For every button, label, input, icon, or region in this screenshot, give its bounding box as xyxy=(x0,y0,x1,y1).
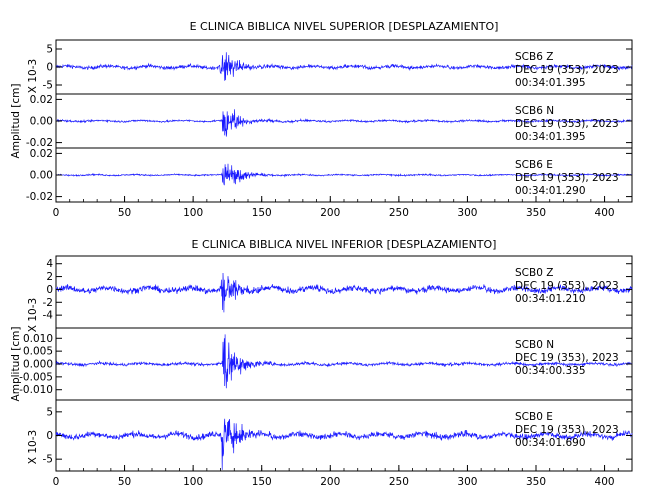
y-tick-label: 0.00 xyxy=(30,116,53,128)
station-label: SCB6 N xyxy=(515,105,554,117)
x-tick-label: 250 xyxy=(389,207,409,219)
time-label: 00:34:01.690 xyxy=(515,437,586,449)
time-label: 00:34:01.395 xyxy=(515,131,586,143)
y-axis-label: Amplitud [cm] xyxy=(10,327,22,402)
x-tick-label: 100 xyxy=(183,207,203,219)
y-ticks: 5 0 -5 xyxy=(43,44,632,92)
y-tick-label: -2 xyxy=(43,297,53,309)
waveform-line xyxy=(55,52,633,81)
time-label: 00:34:01.290 xyxy=(515,185,586,197)
station-label: SCB0 Z xyxy=(515,267,553,279)
x-tick-label: 200 xyxy=(320,476,340,488)
y-axis-label: Amplitud [cm] xyxy=(10,84,22,159)
waveform-line xyxy=(55,109,632,137)
station-label: SCB0 E xyxy=(515,411,553,423)
y-tick-label: 4 xyxy=(46,258,53,270)
station-label: SCB6 Z xyxy=(515,51,553,63)
x-tick-label: 50 xyxy=(118,207,131,219)
x-tick-label: 100 xyxy=(183,476,203,488)
x-tick-label: 50 xyxy=(118,476,131,488)
date-label: DEC 19 (353), 2023 xyxy=(515,424,619,436)
y-tick-label: 0.005 xyxy=(23,346,53,358)
scale-label: X 10-3 xyxy=(27,430,39,464)
time-label: 00:34:01.395 xyxy=(515,77,586,89)
chart-group-2: E CLINICA BIBLICA NIVEL INFERIOR [DESPLA… xyxy=(10,238,633,488)
x-tick-label: 0 xyxy=(53,476,60,488)
y-tick-label: -0.005 xyxy=(19,371,53,383)
y-tick-label: 0 xyxy=(46,284,53,296)
y-tick-label: -5 xyxy=(43,454,53,466)
x-tick-label: 300 xyxy=(457,476,477,488)
x-tick-label: 300 xyxy=(457,207,477,219)
x-tick-label: 150 xyxy=(252,207,272,219)
x-axis: 0 50 100 150 200 250 300 350 400 xyxy=(53,196,633,219)
chart-title: E CLINICA BIBLICA NIVEL INFERIOR [DESPLA… xyxy=(192,238,497,251)
waveform-line xyxy=(55,163,633,186)
y-tick-label: 0.02 xyxy=(30,148,53,160)
chart-title: E CLINICA BIBLICA NIVEL SUPERIOR [DESPLA… xyxy=(190,20,499,33)
scale-label: X 10-3 xyxy=(27,298,39,332)
date-label: DEC 19 (353), 2023 xyxy=(515,280,619,292)
time-label: 00:34:01.210 xyxy=(515,293,586,305)
x-tick-label: 200 xyxy=(320,207,340,219)
y-tick-label: 5 xyxy=(46,406,53,418)
y-ticks: 0.02 0.00 -0.02 xyxy=(26,148,632,203)
y-tick-label: 0.02 xyxy=(30,94,53,106)
y-ticks: 5 0 -5 xyxy=(43,406,632,466)
x-axis: 0 50 100 150 200 250 300 350 400 xyxy=(53,465,633,488)
x-tick-label: 150 xyxy=(252,476,272,488)
waveform-line xyxy=(55,334,633,389)
y-tick-label: -5 xyxy=(43,80,53,92)
y-tick-label: 0.000 xyxy=(23,359,53,371)
y-tick-label: -0.02 xyxy=(26,137,53,149)
chart-group-1: E CLINICA BIBLICA NIVEL SUPERIOR [DESPLA… xyxy=(10,20,633,219)
x-tick-label: 250 xyxy=(389,476,409,488)
station-label: SCB6 E xyxy=(515,159,553,171)
waveform-line xyxy=(55,418,633,470)
x-tick-label: 350 xyxy=(526,476,546,488)
y-tick-label: 0.010 xyxy=(23,333,53,345)
date-label: DEC 19 (353), 2023 xyxy=(515,64,619,76)
y-tick-label: 0 xyxy=(46,62,53,74)
station-label: SCB0 N xyxy=(515,339,554,351)
y-ticks: 0.02 0.00 -0.02 xyxy=(26,94,632,149)
y-tick-label: 0 xyxy=(46,430,53,442)
y-tick-label: -0.010 xyxy=(19,384,53,396)
y-tick-label: 2 xyxy=(46,271,53,283)
x-tick-label: 350 xyxy=(526,207,546,219)
x-tick-label: 0 xyxy=(53,207,60,219)
waveform-line xyxy=(55,272,633,313)
scale-label: X 10-3 xyxy=(27,59,39,93)
x-tick-label: 400 xyxy=(595,207,615,219)
y-tick-label: -4 xyxy=(43,310,54,322)
date-label: DEC 19 (353), 2023 xyxy=(515,118,619,130)
time-label: 00:34:00.335 xyxy=(515,365,586,377)
date-label: DEC 19 (353), 2023 xyxy=(515,352,619,364)
y-tick-label: 0.00 xyxy=(30,170,53,182)
y-tick-label: 5 xyxy=(46,44,53,56)
y-tick-label: -0.02 xyxy=(26,191,53,203)
x-tick-label: 400 xyxy=(595,476,615,488)
date-label: DEC 19 (353), 2023 xyxy=(515,172,619,184)
y-ticks: 420-2-4 xyxy=(43,258,632,322)
